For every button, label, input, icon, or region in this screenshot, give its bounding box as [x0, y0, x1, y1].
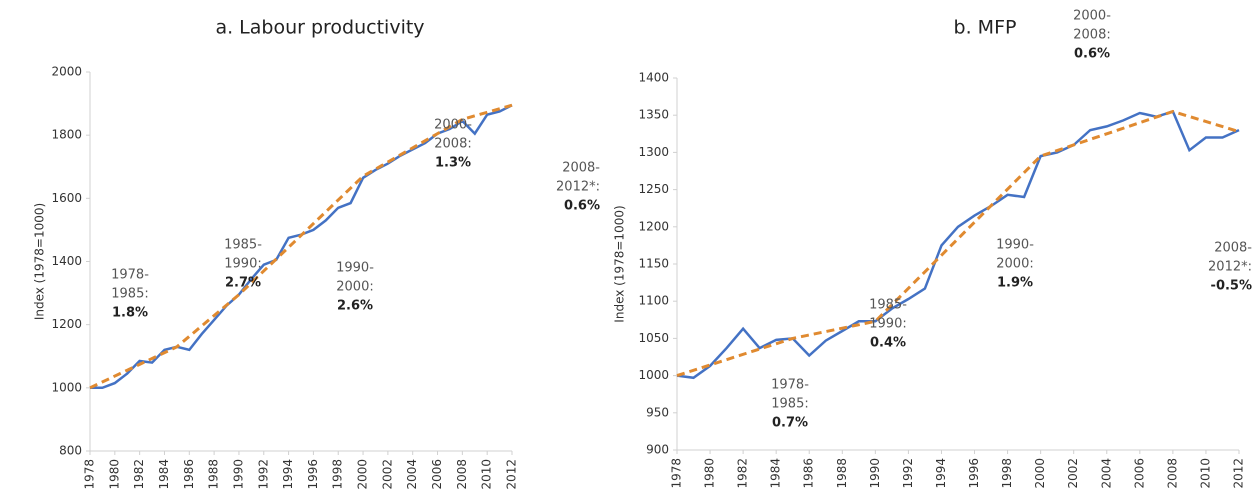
annotation: 2.7%: [225, 276, 261, 291]
x-tick-label: 1978: [83, 459, 97, 490]
annotation: 1990-: [996, 238, 1034, 253]
annotation: 1985-: [869, 298, 907, 313]
annotation: 2008:: [1073, 28, 1110, 43]
annotation: 2008-: [562, 161, 600, 176]
y-tick-label: 1600: [51, 191, 82, 205]
x-tick-label: 2012: [1232, 458, 1246, 489]
annotation: 2000:: [996, 257, 1033, 272]
data-line: [676, 109, 1240, 380]
x-tick-label: 2010: [480, 459, 494, 490]
chart-title: b. MFP: [954, 17, 1017, 39]
x-tick-label: 1998: [1000, 458, 1014, 489]
x-tick-label: 2006: [430, 459, 444, 490]
annotation: 0.6%: [564, 199, 600, 214]
x-tick-label: 2008: [455, 459, 469, 490]
y-tick-label: 800: [59, 444, 82, 458]
x-tick-label: 1992: [901, 458, 915, 489]
x-tick-label: 1988: [207, 459, 221, 490]
y-tick-label: 1200: [638, 219, 669, 233]
annotation: 2012*:: [556, 180, 600, 195]
x-tick-label: 1986: [182, 459, 196, 490]
x-tick-label: 1990: [868, 458, 882, 489]
x-tick-label: 1998: [331, 459, 345, 490]
x-tick-label: 1996: [967, 458, 981, 489]
x-tick-label: 1994: [934, 458, 948, 489]
annotation: 2000-: [434, 118, 472, 133]
x-tick-label: 2000: [1033, 458, 1047, 489]
x-tick-label: 2002: [1066, 458, 1080, 489]
annotation: 1.9%: [997, 276, 1033, 291]
y-tick-label: 900: [646, 443, 669, 457]
chart-title: a. Labour productivity: [215, 17, 424, 39]
x-tick-label: 2006: [1132, 458, 1146, 489]
annotation: 2008:: [434, 137, 471, 152]
annotation: 1990-: [336, 261, 374, 276]
x-tick-label: 1982: [132, 459, 146, 490]
y-tick-label: 950: [646, 405, 669, 419]
y-tick-label: 1000: [51, 380, 82, 394]
x-tick-label: 1984: [157, 459, 171, 490]
x-tick-label: 1988: [835, 458, 849, 489]
y-tick-label: 1350: [638, 108, 669, 122]
y-tick-label: 1400: [51, 254, 82, 268]
y-tick-label: 1150: [638, 257, 669, 271]
y-tick-label: 1000: [638, 368, 669, 382]
y-tick-label: 1300: [638, 145, 669, 159]
y-tick-label: 1250: [638, 182, 669, 196]
x-tick-label: 1978: [670, 458, 684, 489]
x-tick-label: 1994: [281, 459, 295, 490]
x-tick-label: 1980: [703, 458, 717, 489]
y-tick-label: 1050: [638, 331, 669, 345]
annotation: 2000:: [336, 280, 373, 295]
trend-line: [89, 103, 513, 390]
x-tick-label: 2002: [380, 459, 394, 490]
y-tick-label: 1800: [51, 128, 82, 142]
y-axis-label: Index (1978=1000): [33, 203, 47, 320]
annotation: 1.3%: [435, 156, 471, 171]
x-tick-label: 1986: [802, 458, 816, 489]
trend-line: [676, 109, 1240, 378]
x-tick-label: 1996: [306, 459, 320, 490]
y-tick-label: 1100: [638, 294, 669, 308]
annotation: 1985:: [111, 287, 148, 302]
annotation: 2012*:: [1208, 260, 1252, 275]
annotation: 0.6%: [1074, 47, 1110, 62]
annotation: 0.7%: [772, 416, 808, 431]
x-tick-label: 2004: [405, 459, 419, 490]
annotation: 1978-: [111, 268, 149, 283]
annotation: 2.6%: [337, 299, 373, 314]
annotation: 1985:: [771, 397, 808, 412]
annotation: 1978-: [771, 378, 809, 393]
x-tick-label: 2008: [1165, 458, 1179, 489]
x-tick-label: 2004: [1099, 458, 1113, 489]
x-tick-label: 2000: [356, 459, 370, 490]
x-tick-label: 1980: [107, 459, 121, 490]
annotation: 0.4%: [870, 336, 906, 351]
x-tick-label: 2010: [1198, 458, 1212, 489]
y-tick-label: 2000: [51, 65, 82, 79]
annotation: 1985-: [224, 238, 262, 253]
y-tick-label: 1400: [638, 71, 669, 85]
annotation: 2000-: [1073, 9, 1111, 24]
x-tick-label: 2012: [505, 459, 519, 490]
y-tick-label: 1200: [51, 317, 82, 331]
annotation: 1.8%: [112, 306, 148, 321]
x-tick-label: 1982: [736, 458, 750, 489]
y-axis-label: Index (1978=1000): [613, 205, 627, 322]
x-tick-label: 1984: [769, 458, 783, 489]
annotation: 1990:: [869, 317, 906, 332]
annotation: 2008-: [1214, 241, 1252, 256]
x-tick-label: 1990: [231, 459, 245, 490]
annotation: -0.5%: [1211, 279, 1252, 294]
annotation: 1990:: [224, 257, 261, 272]
x-tick-label: 1992: [256, 459, 270, 490]
